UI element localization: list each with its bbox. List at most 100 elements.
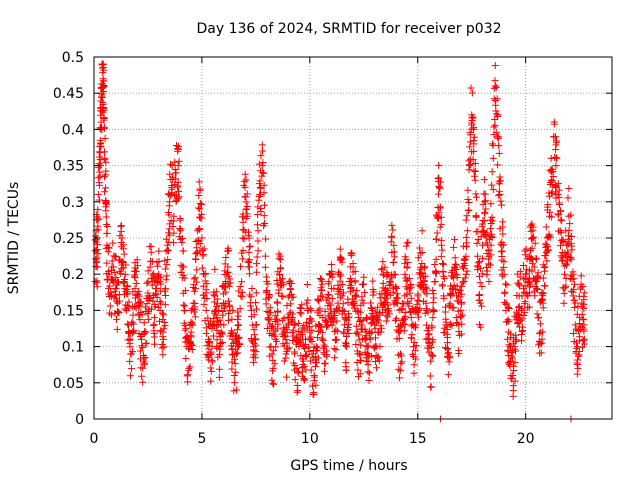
data-point bbox=[271, 360, 279, 368]
data-point bbox=[368, 353, 376, 361]
data-point bbox=[429, 299, 437, 307]
data-point bbox=[474, 259, 482, 267]
data-point bbox=[573, 343, 581, 351]
data-point bbox=[171, 158, 179, 166]
data-point bbox=[385, 310, 393, 318]
data-point bbox=[562, 261, 570, 269]
data-point bbox=[241, 183, 249, 191]
data-point bbox=[219, 307, 227, 315]
data-point bbox=[202, 324, 210, 332]
data-point bbox=[363, 343, 371, 351]
data-point bbox=[212, 288, 220, 296]
data-point bbox=[250, 358, 258, 366]
data-point bbox=[570, 275, 578, 283]
data-point bbox=[159, 311, 167, 319]
data-point bbox=[108, 257, 116, 265]
data-point bbox=[155, 257, 163, 265]
data-point bbox=[117, 227, 125, 235]
data-point bbox=[375, 317, 383, 325]
data-point bbox=[462, 233, 470, 241]
data-point bbox=[283, 302, 291, 310]
data-point bbox=[336, 286, 344, 294]
data-point bbox=[106, 282, 114, 290]
data-point bbox=[111, 253, 119, 261]
data-point bbox=[250, 326, 258, 334]
data-point bbox=[270, 327, 278, 335]
data-point bbox=[546, 208, 554, 216]
data-point bbox=[520, 312, 528, 320]
data-point bbox=[198, 200, 206, 208]
data-point bbox=[111, 269, 119, 277]
data-point bbox=[248, 306, 256, 314]
data-point bbox=[377, 328, 385, 336]
data-point bbox=[500, 241, 508, 249]
data-point bbox=[327, 301, 335, 309]
data-point bbox=[364, 368, 372, 376]
data-point bbox=[225, 282, 233, 290]
data-point bbox=[191, 313, 199, 321]
data-point bbox=[184, 378, 192, 386]
data-point bbox=[507, 348, 515, 356]
data-point bbox=[195, 178, 203, 186]
data-point bbox=[178, 235, 186, 243]
data-point bbox=[427, 343, 435, 351]
data-point bbox=[126, 336, 134, 344]
data-point bbox=[448, 321, 456, 329]
data-point bbox=[188, 346, 196, 354]
data-point bbox=[340, 328, 348, 336]
data-point bbox=[510, 366, 518, 374]
data-point bbox=[375, 357, 383, 365]
data-point bbox=[252, 348, 260, 356]
data-point bbox=[458, 320, 466, 328]
data-point bbox=[103, 259, 111, 267]
data-point bbox=[228, 329, 236, 337]
data-point bbox=[102, 184, 110, 192]
data-point bbox=[288, 329, 296, 337]
data-point bbox=[291, 320, 299, 328]
data-point bbox=[219, 330, 227, 338]
data-point bbox=[217, 339, 225, 347]
data-point bbox=[522, 270, 530, 278]
y-tick-label: 0.4 bbox=[62, 122, 84, 138]
data-point bbox=[437, 213, 445, 221]
data-point bbox=[182, 324, 190, 332]
data-point bbox=[120, 278, 128, 286]
y-tick-label: 0.2 bbox=[62, 267, 84, 283]
data-point bbox=[391, 283, 399, 291]
data-point bbox=[164, 247, 172, 255]
data-point bbox=[473, 239, 481, 247]
data-point bbox=[496, 173, 504, 181]
data-point bbox=[253, 268, 261, 276]
data-point bbox=[103, 230, 111, 238]
data-point bbox=[170, 229, 178, 237]
data-point bbox=[186, 338, 194, 346]
data-point bbox=[101, 154, 109, 162]
data-point bbox=[397, 352, 405, 360]
data-point bbox=[193, 266, 201, 274]
data-point bbox=[176, 215, 184, 223]
data-point bbox=[374, 353, 382, 361]
data-point bbox=[198, 214, 206, 222]
data-point bbox=[296, 308, 304, 316]
data-point bbox=[314, 328, 322, 336]
data-point bbox=[324, 322, 332, 330]
data-point bbox=[570, 280, 578, 288]
data-point bbox=[459, 263, 467, 271]
data-point bbox=[353, 287, 361, 295]
data-point bbox=[128, 318, 136, 326]
data-point bbox=[318, 328, 326, 336]
data-point bbox=[207, 350, 215, 358]
data-point bbox=[260, 169, 268, 177]
data-point bbox=[93, 263, 101, 271]
data-point bbox=[559, 256, 567, 264]
data-point bbox=[552, 133, 560, 141]
data-point bbox=[113, 315, 121, 323]
data-point bbox=[159, 309, 167, 317]
data-point bbox=[579, 303, 587, 311]
data-point bbox=[399, 319, 407, 327]
data-point bbox=[222, 253, 230, 261]
data-point bbox=[482, 264, 490, 272]
data-point bbox=[324, 290, 332, 298]
data-point bbox=[229, 307, 237, 315]
data-point bbox=[403, 264, 411, 272]
